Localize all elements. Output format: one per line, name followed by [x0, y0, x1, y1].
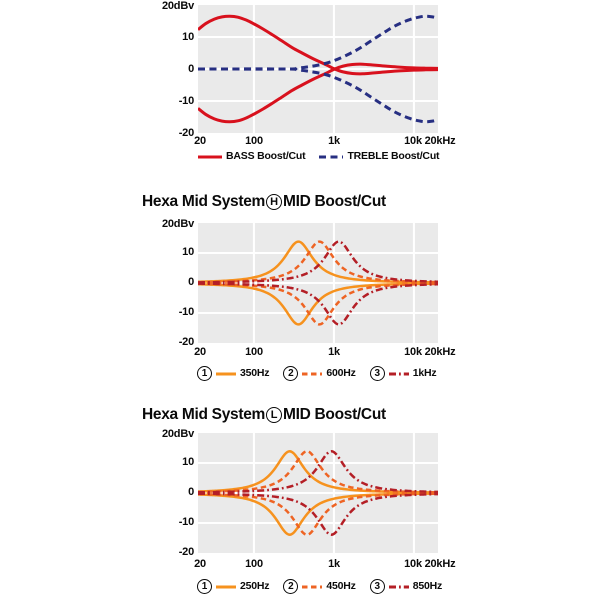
x-tick-label: 100 — [245, 135, 263, 147]
850hz-cut-curve — [198, 492, 438, 536]
y-tick-label: -10 — [178, 516, 195, 528]
y-tick-label: 10 — [182, 246, 194, 258]
legend-label: 1kHz — [412, 367, 437, 379]
circled-letter: H — [266, 194, 282, 210]
tone-legend: BASS Boost/Cut TREBLE Boost/Cut — [198, 150, 453, 163]
y-tick-label: -10 — [178, 95, 195, 107]
title-text: Hexa Mid System — [142, 193, 265, 210]
y-tick-label: 10 — [182, 31, 194, 43]
title-text: MID Boost/Cut — [283, 193, 386, 210]
mid1-legend-line-icon — [216, 585, 236, 588]
mid2-legend-line-icon — [302, 372, 323, 375]
bass-boost-cut-boost-curve — [198, 14, 438, 76]
x-tick-label: 20kHz — [424, 135, 456, 147]
x-tick-label: 20 — [194, 558, 206, 570]
y-tick-label: -10 — [178, 306, 195, 318]
circled-number: 2 — [283, 366, 299, 381]
y-tick-label: 0 — [188, 276, 194, 288]
1khz-boost-curve — [198, 240, 438, 284]
x-tick-label: 10k — [404, 558, 422, 570]
circled-letter: L — [266, 407, 282, 423]
250hz-boost-curve — [198, 450, 438, 494]
legend-label: BASS Boost/Cut — [226, 150, 306, 162]
x-tick-label: 20kHz — [424, 558, 456, 570]
treble-boost-cut-boost-curve — [198, 14, 438, 71]
mid-l-legend: 1 250Hz 2 450Hz 3 850Hz — [197, 579, 456, 594]
chart-title: Hexa Mid System H MID Boost/Cut — [142, 193, 386, 211]
450hz-boost-curve — [198, 450, 438, 494]
600hz-cut-curve — [198, 282, 438, 326]
y-axis-unit-label: 20dBv — [161, 0, 194, 12]
legend-label: TREBLE Boost/Cut — [347, 150, 440, 162]
350hz-boost-curve — [198, 240, 438, 284]
x-tick-label: 10k — [404, 346, 422, 358]
y-tick-label: 0 — [188, 63, 194, 75]
legend-label: 450Hz — [326, 580, 356, 592]
y-tick-label: 10 — [182, 456, 194, 468]
title-text: MID Boost/Cut — [283, 406, 386, 423]
250hz-cut-curve — [198, 492, 438, 536]
bass-legend-line-icon — [198, 155, 222, 158]
y-axis-unit-label: 20dBv — [161, 218, 194, 230]
chart-title: Hexa Mid System L MID Boost/Cut — [142, 406, 386, 424]
curves-svg — [198, 433, 438, 553]
450hz-cut-curve — [198, 492, 438, 536]
mid-h-legend: 1 350Hz 2 600Hz 3 1kHz — [197, 366, 450, 381]
x-tick-label: 100 — [245, 558, 263, 570]
x-tick-label: 20 — [194, 135, 206, 147]
circled-number: 1 — [197, 366, 212, 381]
x-tick-label: 100 — [245, 346, 263, 358]
treble-legend-line-icon — [319, 155, 344, 158]
legend-label: 350Hz — [240, 367, 270, 379]
850hz-boost-curve — [198, 450, 438, 494]
plot-area — [198, 223, 438, 343]
mid2-legend-line-icon — [302, 585, 323, 588]
x-tick-label: 1k — [328, 346, 340, 358]
mid3-legend-line-icon — [388, 372, 409, 375]
circled-number: 3 — [369, 366, 385, 381]
350hz-cut-curve — [198, 282, 438, 326]
y-axis-unit-label: 20dBv — [161, 428, 194, 440]
x-tick-label: 20 — [194, 346, 206, 358]
y-tick-label: -20 — [178, 336, 195, 348]
x-tick-label: 1k — [328, 135, 340, 147]
plot-area — [198, 5, 438, 133]
1khz-cut-curve — [198, 282, 438, 326]
legend-label: 600Hz — [326, 367, 356, 379]
y-tick-label: 0 — [188, 486, 194, 498]
600hz-boost-curve — [198, 240, 438, 284]
curves-svg — [198, 223, 438, 343]
legend-label: 250Hz — [240, 580, 270, 592]
circled-number: 3 — [369, 579, 385, 594]
y-tick-label: -20 — [178, 546, 195, 558]
mid3-legend-line-icon — [388, 585, 409, 588]
bass-boost-cut-cut-curve — [198, 62, 438, 124]
plot-area — [198, 433, 438, 553]
circled-number: 1 — [197, 579, 212, 594]
x-tick-label: 1k — [328, 558, 340, 570]
legend-label: 850Hz — [412, 580, 443, 592]
x-tick-label: 20kHz — [424, 346, 456, 358]
curves-svg — [198, 5, 438, 133]
title-text: Hexa Mid System — [142, 406, 265, 423]
circled-number: 2 — [283, 579, 299, 594]
x-tick-label: 10k — [404, 135, 422, 147]
y-tick-label: -20 — [178, 127, 195, 139]
treble-boost-cut-cut-curve — [198, 67, 438, 124]
mid1-legend-line-icon — [216, 372, 236, 375]
